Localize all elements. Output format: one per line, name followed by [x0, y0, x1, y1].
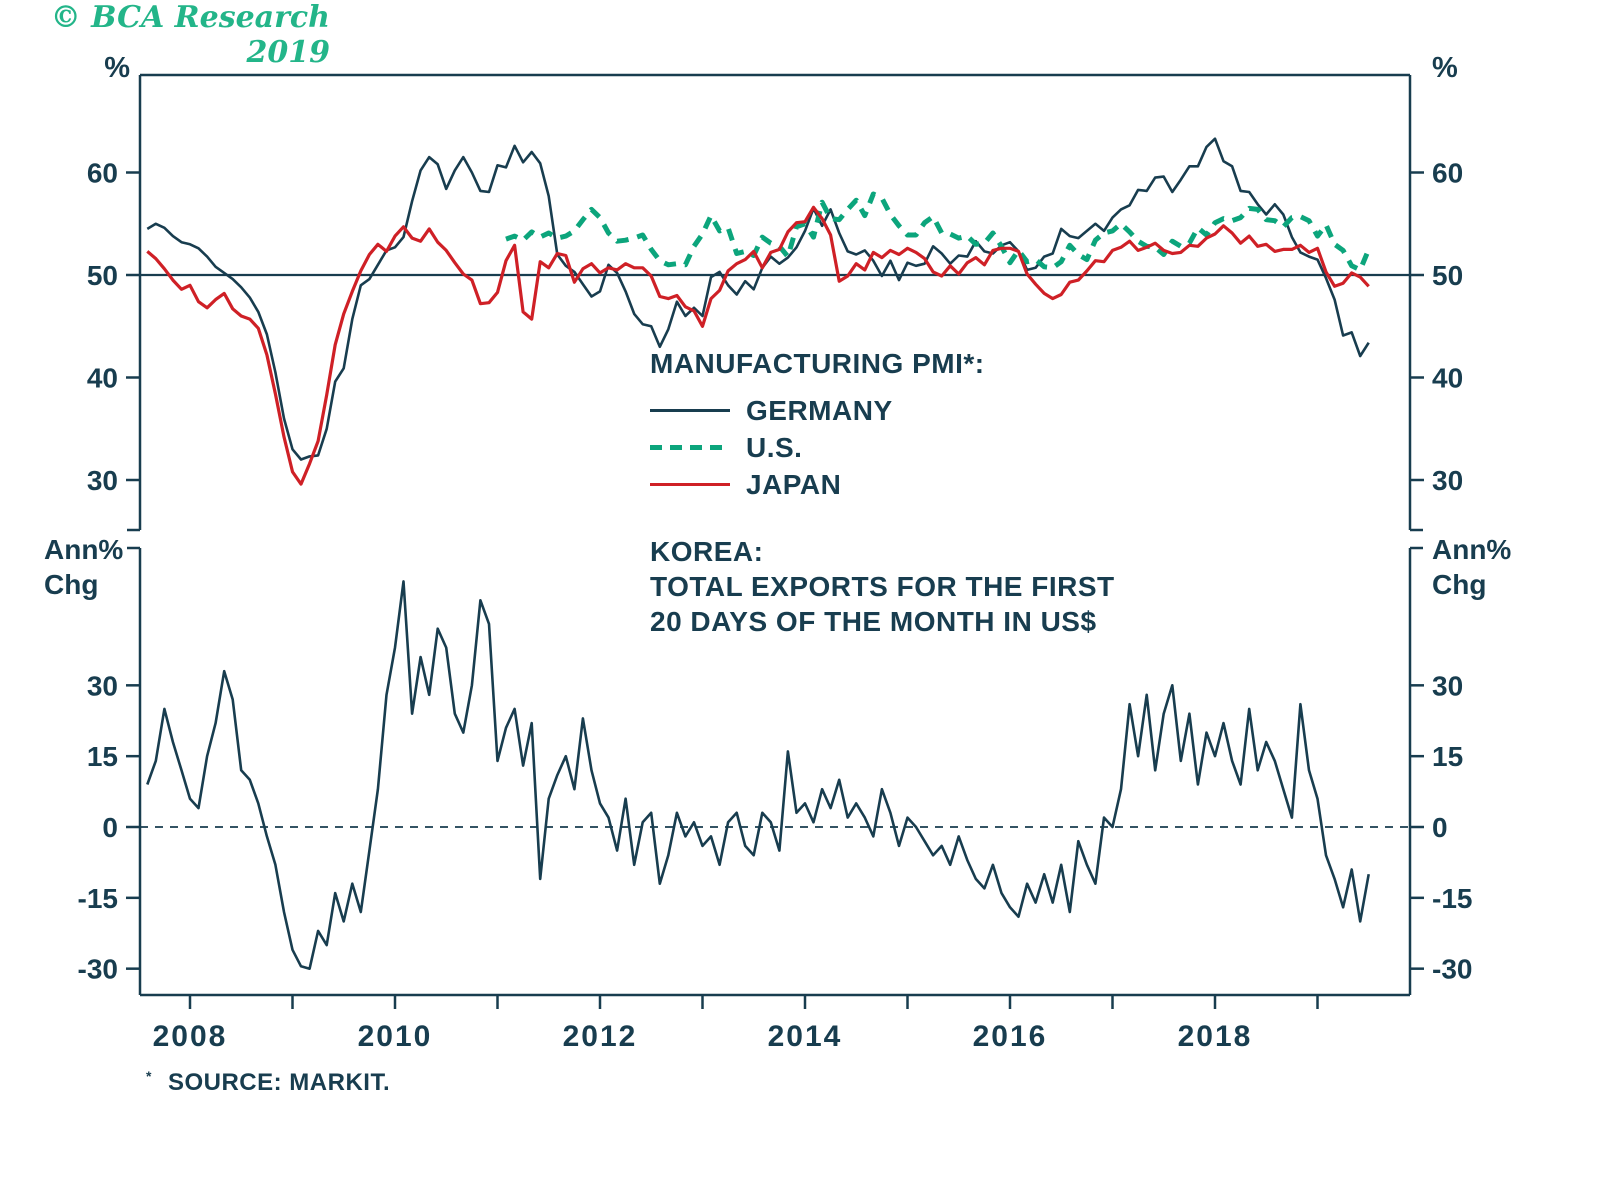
korea-annotation-line3: 20 DAYS OF THE MONTH IN US$	[650, 606, 1097, 637]
y-tick-label-right: 40	[1432, 363, 1463, 394]
y-tick-label-left: 30	[87, 670, 118, 701]
y-tick-label-left: -30	[78, 954, 118, 985]
series-u-s-	[505, 191, 1372, 273]
copyright-notice: © BCA Research 2019	[50, 0, 330, 70]
footnote-text: SOURCE: MARKIT.	[167, 1069, 391, 1096]
korea-annotation-line1: KOREA:	[650, 536, 764, 567]
chg-label: Chg	[1432, 569, 1487, 600]
x-tick-label: 2018	[1178, 1020, 1253, 1053]
bottom-right-axis-unit: Ann% Chg	[1432, 532, 1511, 602]
y-tick-label-right: 15	[1432, 741, 1463, 772]
legend: MANUFACTURING PMI*: GERMANY U.S. JAPAN	[650, 348, 985, 503]
legend-item-japan: JAPAN	[650, 466, 985, 503]
y-tick-label-left: 0	[102, 812, 118, 843]
y-tick-label-right: -15	[1432, 883, 1472, 914]
y-tick-label-right: 60	[1432, 158, 1463, 189]
y-tick-label-left: 15	[87, 741, 118, 772]
y-tick-label-left: 40	[87, 363, 118, 394]
footnote-asterisk: *	[146, 1068, 152, 1084]
y-tick-label-right: 0	[1432, 812, 1448, 843]
y-tick-label-right: 30	[1432, 465, 1463, 496]
top-left-axis-unit: %	[104, 52, 130, 84]
y-tick-label-left: 30	[87, 465, 118, 496]
y-tick-label-left: 60	[87, 158, 118, 189]
japan-line-sample	[650, 483, 730, 486]
source-footnote: * SOURCE: MARKIT.	[146, 1068, 390, 1097]
y-tick-label-right: -30	[1432, 954, 1472, 985]
legend-item-us: U.S.	[650, 429, 985, 466]
legend-label-japan: JAPAN	[746, 468, 842, 500]
y-tick-label-right: 50	[1432, 260, 1463, 291]
ann-pct-label: Ann%	[44, 534, 124, 565]
x-tick-label: 2014	[768, 1020, 843, 1053]
germany-line-sample	[650, 409, 730, 412]
us-line-sample	[650, 445, 730, 450]
legend-label-us: U.S.	[746, 431, 803, 463]
bottom-left-axis-unit: Ann% Chg	[44, 532, 123, 602]
x-tick-label: 2008	[153, 1020, 228, 1053]
ann-pct-label: Ann%	[1432, 534, 1512, 565]
y-tick-label-left: -15	[78, 883, 118, 914]
y-tick-label-right: 30	[1432, 670, 1463, 701]
series-korea-exports	[146, 580, 1370, 970]
korea-annotation: KOREA: TOTAL EXPORTS FOR THE FIRST 20 DA…	[650, 534, 1115, 639]
x-tick-label: 2010	[358, 1020, 433, 1053]
chg-label: Chg	[44, 569, 99, 600]
y-tick-label-left: 50	[87, 260, 118, 291]
x-tick-label: 2012	[563, 1020, 638, 1053]
legend-title: MANUFACTURING PMI*:	[650, 348, 985, 379]
top-right-axis-unit: %	[1432, 52, 1458, 84]
legend-item-germany: GERMANY	[650, 392, 985, 429]
series-germany	[146, 137, 1370, 461]
legend-label-germany: GERMANY	[746, 394, 893, 426]
korea-annotation-line2: TOTAL EXPORTS FOR THE FIRST	[650, 571, 1115, 602]
x-tick-label: 2016	[973, 1020, 1048, 1053]
series-japan	[146, 205, 1370, 486]
